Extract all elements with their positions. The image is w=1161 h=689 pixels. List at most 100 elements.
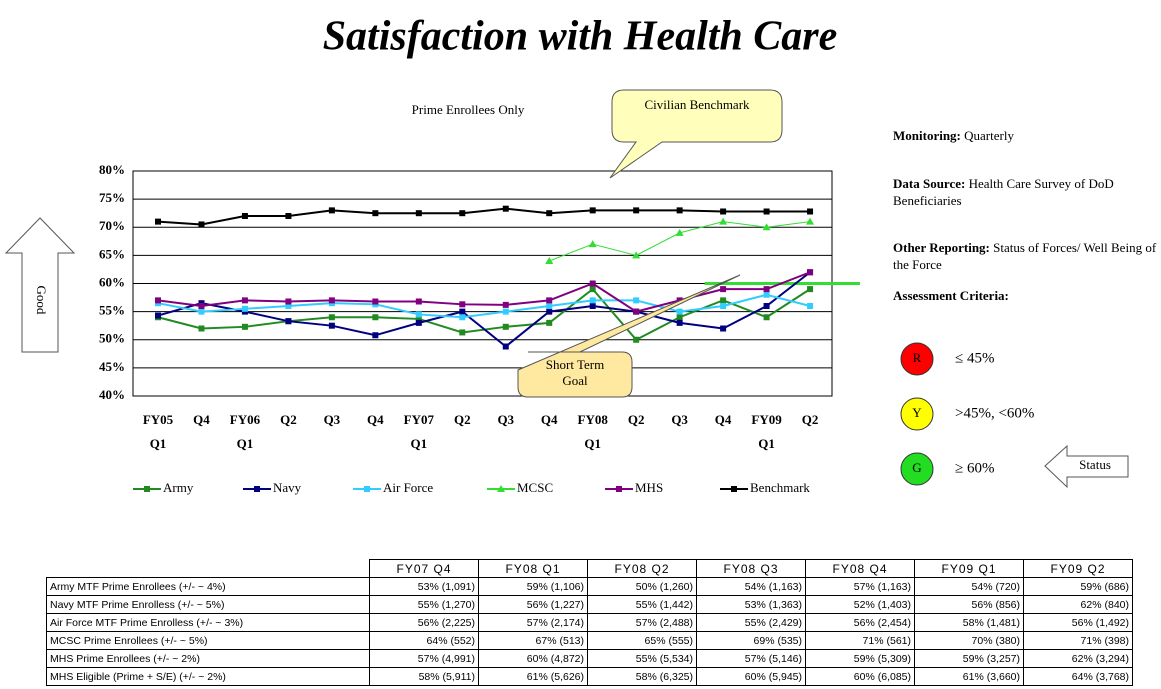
point bbox=[198, 303, 205, 309]
x-tick-label: Q4 bbox=[540, 412, 558, 427]
point bbox=[588, 240, 597, 248]
table-cell: 59% (1,106) bbox=[478, 577, 588, 596]
data-table: FY07 Q4 FY08 Q1 FY08 Q2 FY08 Q3 FY08 Q4 FY09 … bbox=[46, 559, 1133, 686]
point bbox=[676, 308, 683, 315]
chart-subtitle: Prime Enrollees Only bbox=[412, 102, 525, 117]
x-tick-label: Q4 bbox=[367, 412, 384, 427]
table-row: MCSC Prime Enrollees (+/- ~ 5%) 64% (552)… bbox=[46, 631, 1133, 650]
status-circle bbox=[900, 342, 934, 376]
legend-label: Army bbox=[163, 480, 194, 495]
x-tick-label: FY07 Q1 bbox=[403, 412, 434, 451]
point bbox=[589, 280, 596, 287]
table-cell: 60% (5,945) bbox=[696, 667, 806, 686]
x-tick-label: Q2 bbox=[453, 412, 471, 427]
benchmark-callout bbox=[609, 89, 783, 179]
legend-label: MCSC bbox=[517, 480, 553, 495]
point bbox=[328, 322, 335, 329]
table-cell: 52% (1,403) bbox=[805, 595, 915, 614]
criteria-text: ≤ 45% bbox=[955, 350, 994, 366]
point bbox=[763, 303, 770, 309]
x-tick-label: FY09 Q1 bbox=[751, 412, 782, 451]
table-cell: 60% (6,085) bbox=[805, 667, 915, 686]
status-arrow bbox=[1044, 444, 1129, 489]
row-label: MHS Eligible (Prime + S/E) (+/- ~ 2%) bbox=[46, 667, 370, 686]
table-row: MHS Eligible (Prime + S/E) (+/- ~ 2%) 58%… bbox=[46, 667, 1133, 686]
x-tick-label: Q2 bbox=[627, 412, 645, 427]
point bbox=[415, 210, 422, 217]
legend-label: Navy bbox=[273, 480, 302, 495]
y-tick-label: 45% bbox=[99, 359, 125, 374]
point bbox=[241, 323, 248, 330]
point bbox=[285, 303, 292, 309]
point bbox=[720, 297, 727, 304]
table-cell: 55% (5,534) bbox=[587, 649, 697, 668]
legend-marker bbox=[144, 486, 150, 492]
table-cell: 59% (5,309) bbox=[805, 649, 915, 668]
point bbox=[502, 205, 509, 212]
y-tick-label: 75% bbox=[99, 190, 125, 205]
point bbox=[285, 213, 292, 219]
column-header: FY08 Q3 bbox=[696, 559, 806, 578]
point bbox=[372, 210, 379, 217]
point bbox=[807, 303, 814, 309]
column-header: FY08 Q4 bbox=[805, 559, 915, 578]
x-tick-label: FY08 Q1 bbox=[577, 412, 608, 451]
point bbox=[589, 207, 596, 214]
x-tick-label: Q3 bbox=[497, 412, 515, 427]
point bbox=[633, 336, 640, 343]
point bbox=[546, 308, 553, 315]
table-cell: 57% (2,174) bbox=[478, 613, 588, 632]
table-cell: 53% (1,363) bbox=[696, 595, 806, 614]
series-line bbox=[157, 207, 811, 226]
table-row: Army MTF Prime Enrollees (+/- ~ 4%) 53% (… bbox=[46, 577, 1133, 596]
table-cell: 65% (555) bbox=[587, 631, 697, 650]
y-tick-label: 60% bbox=[99, 274, 125, 289]
criteria-text: ≥ 60% bbox=[955, 460, 994, 476]
table-cell: 56% (2,454) bbox=[805, 613, 915, 632]
x-tick-label: Q2 bbox=[801, 412, 819, 427]
point bbox=[807, 269, 814, 276]
table-header-row: FY07 Q4 FY08 Q1 FY08 Q2 FY08 Q3 FY08 Q4 FY09 … bbox=[46, 559, 1133, 578]
point bbox=[459, 329, 466, 336]
point bbox=[762, 223, 771, 231]
point bbox=[198, 325, 205, 332]
point bbox=[459, 314, 466, 321]
legend-label: Benchmark bbox=[750, 480, 810, 495]
status-circle bbox=[900, 452, 934, 486]
table-cell: 64% (3,768) bbox=[1023, 667, 1133, 686]
column-header: FY09 Q2 bbox=[1023, 559, 1133, 578]
point bbox=[807, 208, 814, 215]
info-label: Data Source: bbox=[893, 176, 966, 191]
goal-callout-label: Short Term Goal bbox=[546, 357, 604, 388]
point bbox=[589, 297, 596, 304]
point bbox=[720, 303, 727, 309]
status-circle bbox=[900, 397, 934, 431]
point bbox=[459, 308, 466, 315]
x-tick-label: Q4 bbox=[193, 412, 210, 427]
point bbox=[415, 319, 422, 326]
point bbox=[763, 208, 770, 215]
table-cell: 71% (561) bbox=[805, 631, 915, 650]
point bbox=[763, 286, 770, 293]
point bbox=[546, 297, 553, 304]
info-label: Assessment Criteria: bbox=[893, 288, 1009, 303]
table-cell: 61% (3,660) bbox=[914, 667, 1024, 686]
legend-marker bbox=[364, 486, 370, 492]
good-label: Good bbox=[34, 286, 49, 315]
table-cell: 57% (4,991) bbox=[369, 649, 479, 668]
point bbox=[459, 210, 466, 217]
y-tick-label: 65% bbox=[99, 246, 125, 261]
column-header: FY07 Q4 bbox=[369, 559, 479, 578]
info-label: Other Reporting: bbox=[893, 240, 990, 255]
point bbox=[633, 297, 640, 304]
table-cell: 56% (2,225) bbox=[369, 613, 479, 632]
table-cell: 56% (1,492) bbox=[1023, 613, 1133, 632]
row-label: Army MTF Prime Enrollees (+/- ~ 4%) bbox=[46, 577, 370, 596]
info-text: Quarterly bbox=[964, 128, 1014, 143]
point bbox=[676, 319, 683, 326]
column-header: FY09 Q1 bbox=[914, 559, 1024, 578]
point bbox=[546, 303, 553, 309]
x-tick-label: FY05 Q1 bbox=[142, 412, 174, 451]
point bbox=[763, 291, 770, 298]
info-item: Assessment Criteria: bbox=[893, 287, 1158, 304]
